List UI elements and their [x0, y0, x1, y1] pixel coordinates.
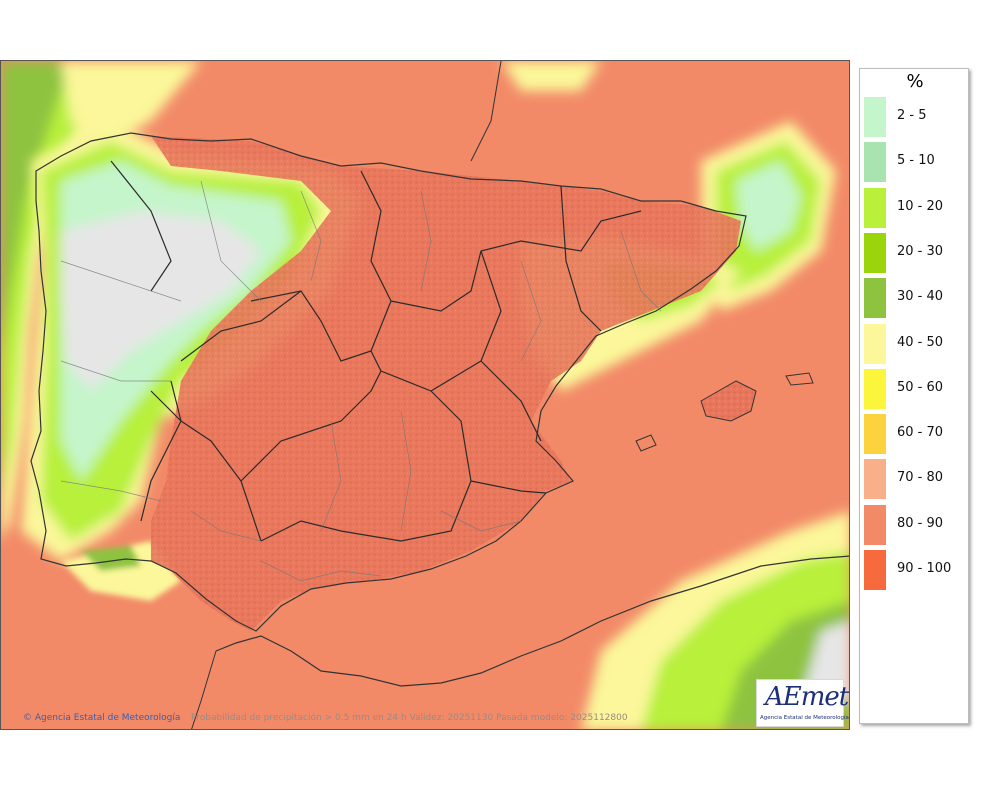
legend-label: 90 - 100 [897, 561, 952, 576]
footer-credit: © Agencia Estatal de Meteorología [23, 713, 181, 723]
legend-swatch [864, 97, 886, 137]
legend-swatch [864, 187, 886, 228]
legend-item: 5 - 10 [864, 140, 968, 183]
menorca [785, 372, 814, 386]
footer-caption: Probabilidad de precipitación > 0.5 mm e… [191, 713, 628, 723]
legend-item: 80 - 90 [864, 503, 968, 545]
legend-panel: % 2 - 5 5 - 10 10 - 20 20 - 30 30 - 40 40 - 5… [859, 68, 969, 724]
legend-label: 70 - 80 [897, 470, 944, 486]
legend-item: 50 - 60 [864, 367, 968, 409]
legend-swatch [864, 142, 886, 183]
aemet-logo-text: AEmet [765, 682, 849, 712]
legend-swatch [864, 368, 886, 409]
legend-label: 50 - 60 [897, 379, 944, 395]
legend-swatch [864, 504, 886, 545]
legend-swatch [864, 550, 886, 590]
legend-label: 40 - 50 [897, 334, 944, 350]
legend-swatch [864, 414, 886, 455]
precipitation-probability-map: © Agencia Estatal de Meteorología Probab… [0, 60, 850, 730]
map-canvas [1, 61, 849, 729]
region-borders [110, 160, 642, 542]
northwest-dry-zone [21, 121, 361, 561]
legend-item: 2 - 5 [864, 95, 968, 137]
legend-label: 5 - 10 [897, 153, 935, 169]
border-line-north [470, 61, 502, 162]
legend-item: 10 - 20 [864, 186, 968, 228]
legend-item: 60 - 70 [864, 412, 968, 455]
province-borders [60, 180, 662, 582]
legend-swatch [864, 232, 886, 273]
legend-label: 10 - 20 [897, 198, 944, 214]
legend-label: 20 - 30 [897, 243, 944, 259]
legend-label: 2 - 5 [897, 108, 927, 123]
legend-swatch [864, 323, 886, 364]
iberia-land [151, 136, 741, 631]
legend-unit: % [906, 71, 924, 92]
aemet-logo: AEmet Agencia Estatal de Meteorología [756, 679, 849, 727]
legend-item: 20 - 30 [864, 231, 968, 273]
legend-label: 60 - 70 [897, 425, 944, 441]
legend-label: 80 - 90 [897, 515, 944, 531]
legend-item: 40 - 50 [864, 322, 968, 364]
legend-swatch [864, 459, 886, 500]
legend-swatch [864, 278, 886, 319]
legend-label: 30 - 40 [897, 289, 944, 305]
mallorca [700, 380, 757, 422]
legend-item: 30 - 40 [864, 276, 968, 319]
coastline [30, 132, 747, 632]
legend-item: 70 - 80 [864, 457, 968, 500]
legend-item: 90 - 100 [864, 548, 968, 590]
border-line-sw [191, 650, 217, 729]
aemet-logo-subtitle: Agencia Estatal de Meteorología [760, 715, 849, 721]
ibiza [635, 434, 657, 452]
africa-coastline [215, 555, 849, 687]
